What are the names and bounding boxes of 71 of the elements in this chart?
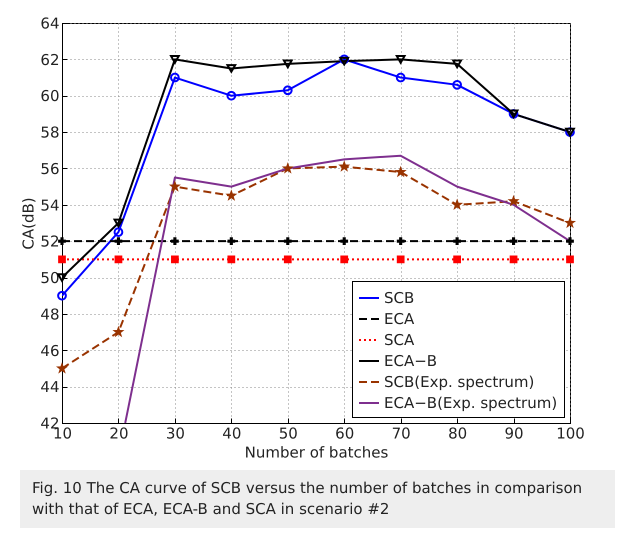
point <box>227 255 236 264</box>
x-axis-title: Number of batches <box>244 444 388 462</box>
legend-label: SCA <box>384 331 415 349</box>
point <box>396 55 406 64</box>
x-tick-label: 40 <box>222 424 242 442</box>
point <box>566 237 574 246</box>
point <box>510 255 518 264</box>
x-tick-label: 90 <box>504 424 524 442</box>
legend-label: SCB <box>384 289 414 307</box>
point <box>564 216 576 228</box>
point <box>282 60 293 68</box>
y-tick-label: 48 <box>40 305 60 324</box>
y-tick-label: 46 <box>40 342 60 360</box>
y-tick-label: 44 <box>40 378 60 396</box>
point <box>451 198 464 210</box>
y-axis-title: CA(dB) <box>19 197 38 250</box>
point <box>396 255 405 264</box>
point <box>114 227 124 237</box>
y-tick-label: 64 <box>40 14 60 32</box>
point <box>114 237 122 246</box>
legend-label: ECA <box>384 310 415 328</box>
point <box>396 72 406 82</box>
point <box>114 255 122 264</box>
point <box>452 60 462 68</box>
legend-label: ECA−B <box>384 352 438 370</box>
point <box>284 237 292 246</box>
point <box>394 166 407 178</box>
point <box>452 80 462 90</box>
x-tick-label: 30 <box>166 424 185 442</box>
y-tick-label: 60 <box>40 87 60 106</box>
x-tick-label: 70 <box>392 424 411 442</box>
point <box>282 162 294 174</box>
point <box>58 255 66 264</box>
y-tick-label: 50 <box>40 269 60 288</box>
y-tick-label: 62 <box>40 50 60 69</box>
caption: Fig. 10 The CA curve of SCB versus the number of batches in comparison with that of ECA, ECA-B and SCA in scenario #2 <box>20 470 615 528</box>
point <box>168 180 181 192</box>
point <box>338 160 350 172</box>
point <box>170 72 180 82</box>
point <box>453 237 461 246</box>
y-tick-label: 58 <box>40 124 60 142</box>
point <box>112 326 124 338</box>
point <box>396 237 405 246</box>
point <box>225 189 238 201</box>
x-tick-label: 80 <box>448 424 468 442</box>
point <box>114 218 124 228</box>
point <box>510 237 518 246</box>
x-tick-label: 20 <box>109 424 128 442</box>
point <box>282 85 293 96</box>
point <box>340 237 348 246</box>
x-tick-label: 50 <box>278 424 298 442</box>
point <box>226 90 236 101</box>
y-tick-label: 56 <box>40 160 60 178</box>
point <box>453 255 461 264</box>
y-tick-label: 52 <box>40 232 60 251</box>
point <box>56 362 68 374</box>
point <box>171 237 179 246</box>
legend-label: ECA−B(Exp. spectrum) <box>384 394 558 412</box>
point <box>171 255 179 264</box>
point <box>566 255 574 264</box>
x-tick-label: 60 <box>335 424 354 442</box>
legend-label: SCB(Exp. spectrum) <box>384 373 534 391</box>
point <box>227 237 236 246</box>
point <box>340 255 348 264</box>
y-tick-label: 54 <box>40 196 60 214</box>
point <box>170 55 180 64</box>
point <box>58 237 66 246</box>
point <box>226 64 236 73</box>
point <box>284 255 292 264</box>
x-tick-label: 100 <box>556 424 585 442</box>
point <box>508 194 520 206</box>
